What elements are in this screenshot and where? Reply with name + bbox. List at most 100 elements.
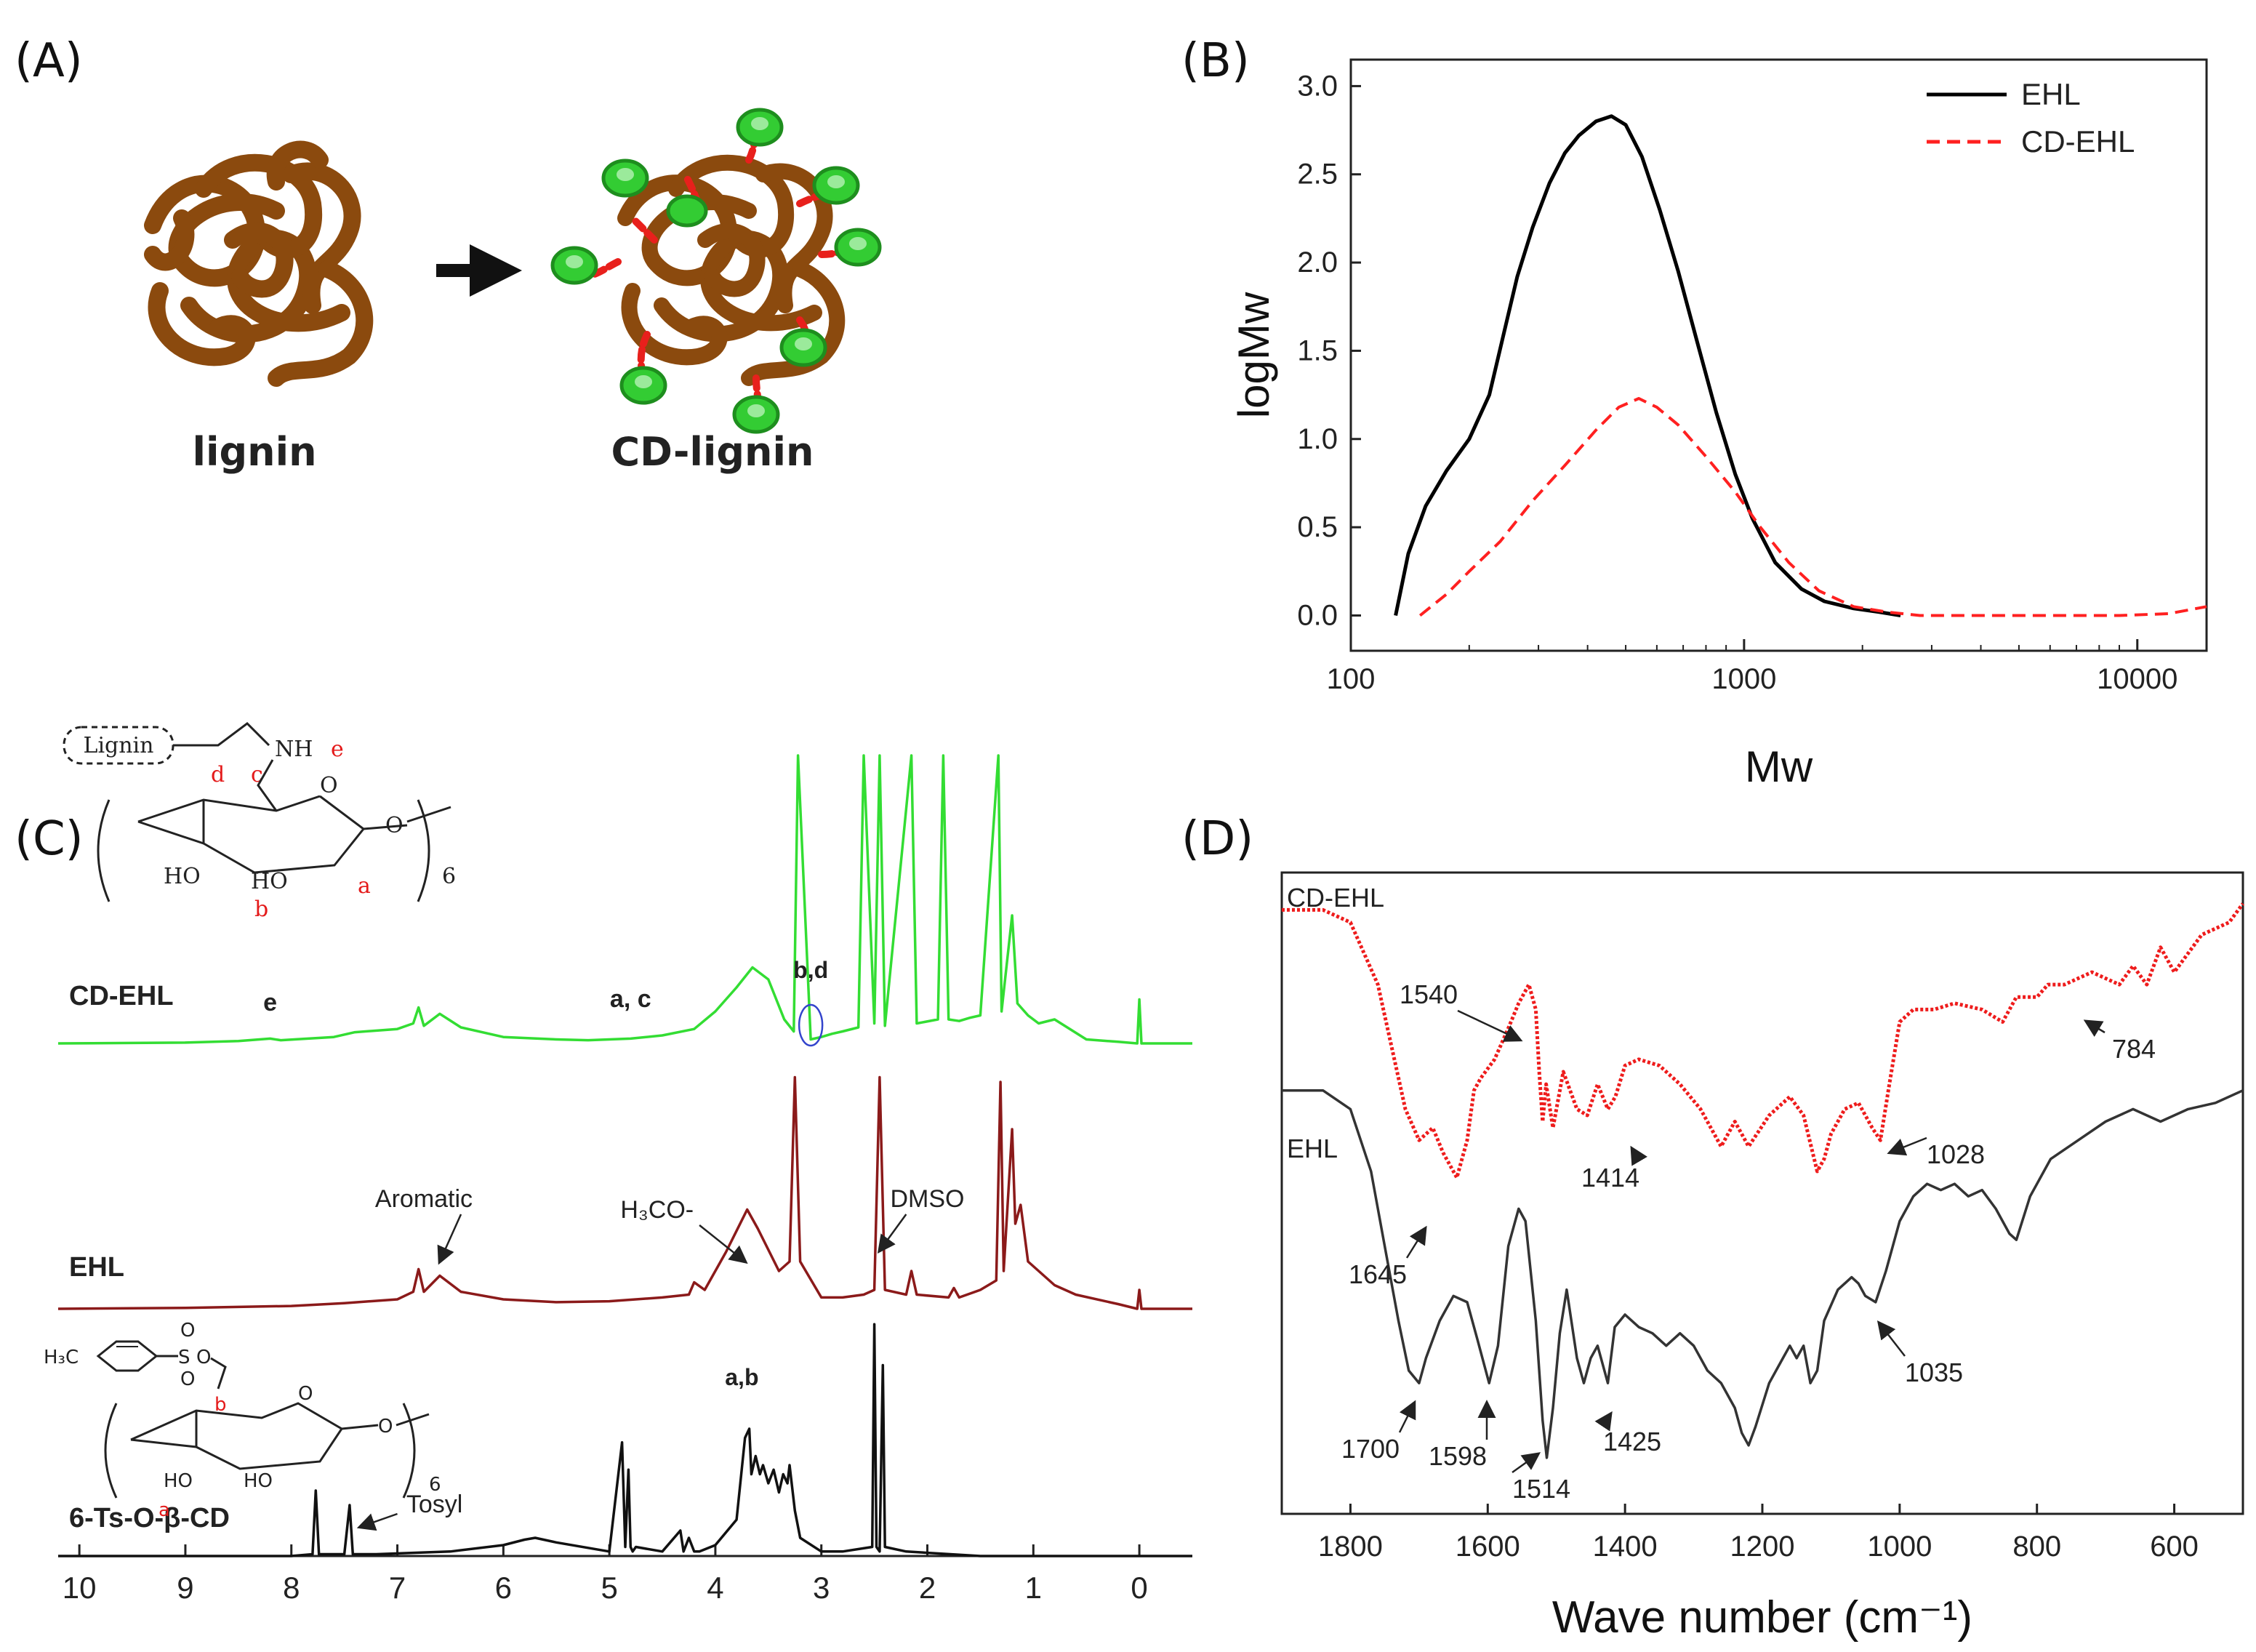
annot-tosyl: Tosyl xyxy=(406,1491,462,1518)
x-tick-label-c: 9 xyxy=(177,1571,193,1605)
peak-arrow-p1028 xyxy=(1887,1136,1927,1156)
annot-aromatic: Aromatic xyxy=(375,1185,473,1213)
struct-lignin: Lignin xyxy=(84,733,154,758)
struct-e: e xyxy=(331,737,344,762)
spectrum-c-0 xyxy=(57,754,1192,1045)
cd-lignin-cluster xyxy=(550,108,882,434)
gpc-chart: 0.0 0.5 1.0 1.5 2.0 2.5 3.0 100 1000 10000 Mw logMw… xyxy=(1229,58,2208,791)
annot-ab: a,b xyxy=(725,1364,758,1390)
x-tick-label-c: 5 xyxy=(601,1571,617,1605)
legend-label-b-1: CD-EHL xyxy=(2021,124,2135,159)
panel-label-d: (D) xyxy=(1181,812,1253,866)
peak-arrow-p1414 xyxy=(1630,1145,1647,1166)
peak-label-p1598: 1598 xyxy=(1429,1441,1487,1471)
x-tick-label-d: 600 xyxy=(2150,1531,2199,1563)
structure-bottom: H₃C S O O O O O HO HO b a 6 xyxy=(44,1320,441,1521)
struct-nh: NH xyxy=(275,737,313,762)
struct-n: 6 xyxy=(442,864,456,889)
x-tick-label-c: 0 xyxy=(1131,1571,1147,1605)
peak-arrow-p784 xyxy=(2083,1019,2106,1038)
struct-o-ring: O xyxy=(320,773,338,798)
plot-frame-d xyxy=(1280,871,2244,1515)
ftir-chart: 1800 1600 1400 1200 1000 800 600 Wave number (c… xyxy=(1280,871,2245,1643)
x-tick-label-c: 6 xyxy=(495,1571,512,1605)
y-tick-label-b: 0.0 xyxy=(1297,599,1338,631)
y-tick-label-b: 2.0 xyxy=(1297,246,1338,278)
peak-label-p1514: 1514 xyxy=(1512,1474,1570,1504)
x-tick-label-d: 1800 xyxy=(1318,1531,1383,1563)
peak-arrow-p1514 xyxy=(1512,1452,1541,1474)
panel-label-c: (C) xyxy=(15,812,84,866)
struct2-s: S xyxy=(178,1347,190,1368)
x-tick-label-c: 3 xyxy=(813,1571,830,1605)
x-tick-label-c: 4 xyxy=(707,1571,723,1605)
struct2-ho1: HO xyxy=(164,1470,193,1492)
x-tick-label-c: 8 xyxy=(283,1571,300,1605)
struct2-o3: O xyxy=(180,1368,195,1390)
label-cd-ehl-d: CD-EHL xyxy=(1287,883,1384,913)
panel-label-b: (B) xyxy=(1181,34,1250,88)
x-tick-label-c: 7 xyxy=(389,1571,406,1605)
y-tick-label-b: 1.5 xyxy=(1297,334,1338,366)
spectrum-d-1 xyxy=(1282,1088,2244,1459)
x-tick-label-b: 10000 xyxy=(2097,663,2177,695)
struct2-o-link: O xyxy=(378,1416,393,1438)
legend-label-b-0: EHL xyxy=(2021,77,2081,111)
y-axis-title-b: logMw xyxy=(1229,292,1278,418)
peak-label-p784: 784 xyxy=(2112,1034,2156,1064)
spectrum-c-1 xyxy=(57,1075,1192,1310)
peak-label-p1645: 1645 xyxy=(1349,1259,1407,1289)
struct2-b: b xyxy=(214,1394,227,1416)
peak-arrow-p1425 xyxy=(1594,1411,1613,1432)
spectrum-label-c-1: EHL xyxy=(69,1252,124,1283)
struct2-ho2: HO xyxy=(244,1470,273,1492)
arrow-aromatic xyxy=(437,1214,462,1265)
annot-dmso: DMSO xyxy=(891,1185,965,1213)
peak-arrow-p1645 xyxy=(1405,1225,1427,1259)
struct-ho1: HO xyxy=(164,864,201,889)
struct-c: c xyxy=(251,762,263,787)
spectrum-c-2 xyxy=(58,1323,1192,1557)
annot-e: e xyxy=(263,989,277,1017)
series-line-b-0 xyxy=(1394,114,1901,617)
annot-h3co: H₃CO- xyxy=(620,1196,694,1224)
annot-bd-circle xyxy=(798,1003,824,1047)
x-tick-label-b: 1000 xyxy=(1711,663,1776,695)
spectrum-label-c-0: CD-EHL xyxy=(69,981,174,1011)
struct2-h3c: H₃C xyxy=(44,1347,79,1368)
plot-frame-b xyxy=(1349,58,2208,652)
x-axis-title-d: Wave number (cm⁻¹) xyxy=(1552,1592,1972,1643)
spectrum-label-c-2: 6-Ts-O-β-CD xyxy=(69,1503,230,1533)
panel-label-a: (A) xyxy=(15,34,83,88)
label-ehl-d: EHL xyxy=(1287,1134,1338,1163)
lignin-cluster xyxy=(144,140,374,387)
x-tick-label-d: 1200 xyxy=(1730,1531,1795,1563)
peak-label-p1540: 1540 xyxy=(1400,979,1458,1009)
y-tick-label-b: 1.0 xyxy=(1297,423,1338,455)
annot-bd: b,d xyxy=(793,957,828,983)
arrow-tosyl xyxy=(356,1512,398,1531)
peak-label-p1028: 1028 xyxy=(1927,1139,1985,1169)
struct2-n: 6 xyxy=(429,1474,441,1496)
peak-label-p1414: 1414 xyxy=(1581,1163,1639,1192)
cd-lignin-label: CD-lignin xyxy=(611,429,814,475)
peak-label-p1035: 1035 xyxy=(1905,1358,1963,1387)
peak-arrow-p1540 xyxy=(1457,1009,1523,1042)
x-tick-label-c: 10 xyxy=(63,1571,97,1605)
struct-ho2: HO xyxy=(251,869,288,894)
struct2-a: a xyxy=(158,1499,170,1521)
struct-o-link: O xyxy=(385,813,404,838)
y-tick-label-b: 3.0 xyxy=(1297,70,1338,102)
x-axis-title-b: Mw xyxy=(1745,742,1813,791)
peak-label-p1425: 1425 xyxy=(1603,1427,1661,1456)
x-tick-label-d: 800 xyxy=(2012,1531,2061,1563)
struct-d: d xyxy=(211,762,225,787)
x-tick-label-d: 1600 xyxy=(1456,1531,1520,1563)
peak-arrow-p1035 xyxy=(1876,1320,1906,1357)
struct-b: b xyxy=(254,897,268,922)
y-tick-label-b: 0.5 xyxy=(1297,511,1338,543)
x-tick-label-c: 2 xyxy=(919,1571,936,1605)
struct2-o-ring: O xyxy=(298,1383,313,1405)
